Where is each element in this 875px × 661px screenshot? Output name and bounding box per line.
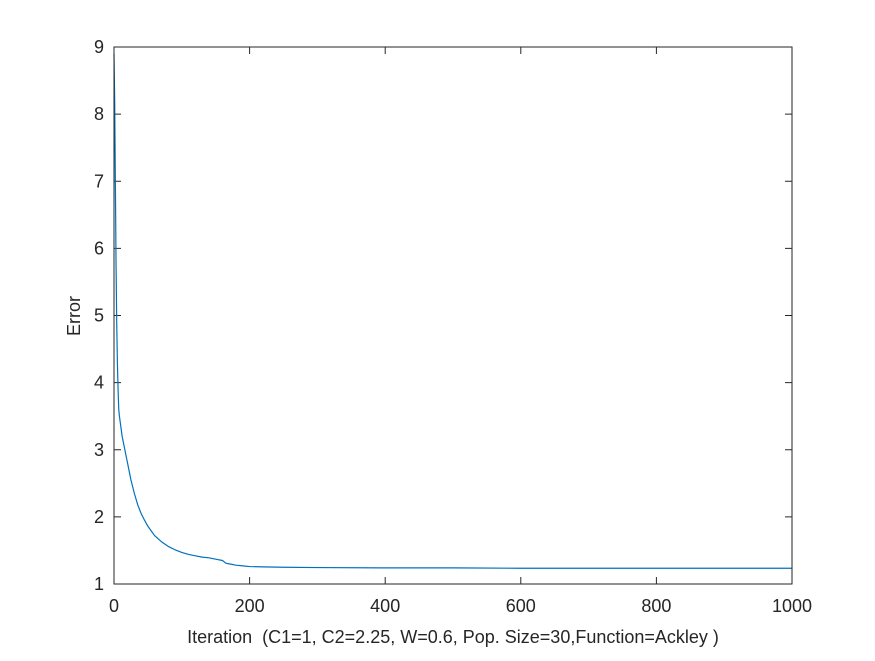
y-tick-label: 1 [94, 574, 104, 594]
y-tick-label: 7 [94, 171, 104, 191]
y-tick-label: 3 [94, 440, 104, 460]
x-tick-label: 800 [641, 596, 671, 616]
y-tick-label: 9 [94, 37, 104, 57]
series-line [113, 53, 792, 569]
x-tick-label: 0 [109, 596, 119, 616]
x-tick-label: 200 [235, 596, 265, 616]
plot-area [114, 47, 792, 584]
x-tick-label: 600 [506, 596, 536, 616]
y-axis-label: Error [64, 296, 84, 336]
y-tick-label: 2 [94, 507, 104, 527]
y-tick-label: 6 [94, 238, 104, 258]
x-axis-label: Iteration (C1=1, C2=2.25, W=0.6, Pop. Si… [187, 627, 719, 647]
x-tick-label: 400 [370, 596, 400, 616]
y-tick-label: 4 [94, 373, 104, 393]
y-tick-label: 5 [94, 306, 104, 326]
x-tick-label: 1000 [772, 596, 812, 616]
axes-box [113, 46, 793, 585]
y-tick-label: 8 [94, 104, 104, 124]
